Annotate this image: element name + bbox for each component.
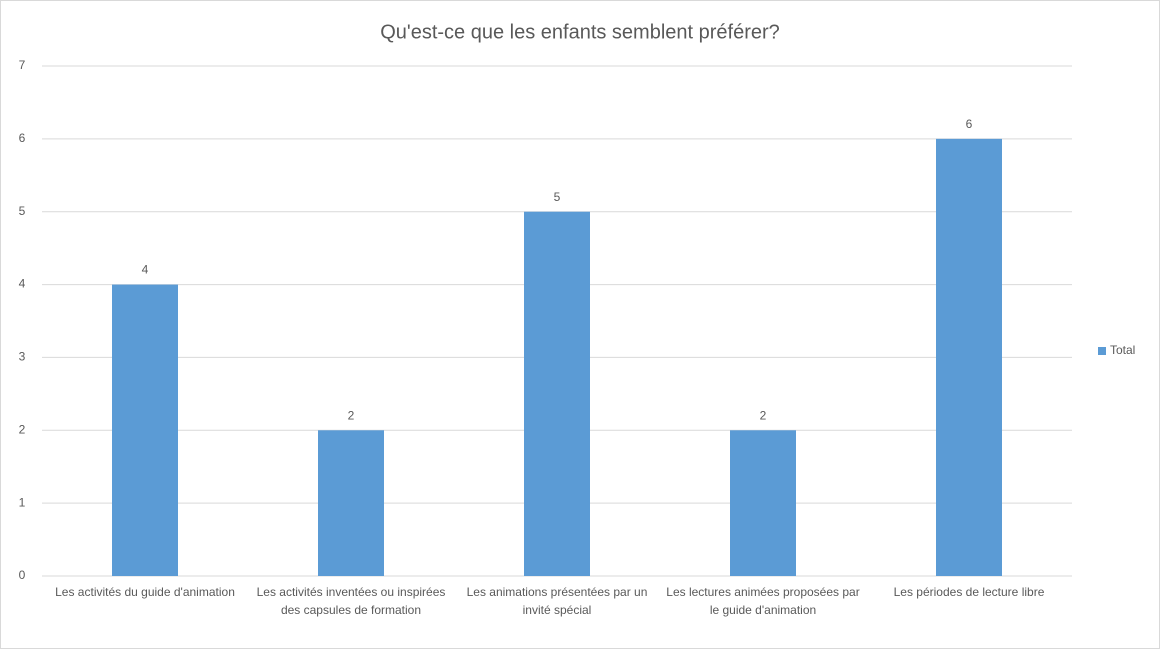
chart-title: Qu'est-ce que les enfants semblent préfé… — [380, 21, 780, 43]
bar — [318, 430, 384, 576]
y-tick-label: 6 — [19, 131, 26, 145]
x-tick-label: Les animations présentées par un invité … — [466, 585, 648, 617]
x-tick-label: Les lectures animées proposées par le gu… — [666, 585, 860, 617]
bar — [730, 430, 796, 576]
data-label: 6 — [966, 117, 973, 131]
data-label: 4 — [142, 263, 149, 277]
bar — [936, 138, 1002, 576]
y-tick-label: 7 — [19, 58, 26, 72]
x-tick-label-box: Les activités du guide d'animation — [55, 585, 235, 599]
x-tick-label: Les périodes de lecture libre — [893, 585, 1045, 599]
bar — [112, 284, 178, 576]
data-label: 5 — [554, 190, 561, 204]
data-label: 2 — [348, 408, 355, 422]
x-tick-label-box: Les périodes de lecture libre — [893, 585, 1045, 599]
y-tick-label: 1 — [19, 495, 26, 509]
x-tick-label: Les activités du guide d'animation — [55, 585, 235, 599]
x-tick-label-box: Les activités inventées ou inspirées des… — [256, 585, 446, 617]
x-tick-label-box: Les animations présentées par un invité … — [466, 585, 648, 617]
x-tick-label: Les activités inventées ou inspirées des… — [256, 585, 446, 617]
bar — [524, 211, 590, 576]
y-tick-label: 3 — [19, 350, 26, 364]
legend-label: Total — [1110, 343, 1135, 357]
y-tick-label: 4 — [19, 277, 26, 291]
x-tick-label-box: Les lectures animées proposées par le gu… — [666, 585, 860, 617]
legend-swatch — [1098, 347, 1106, 355]
y-tick-label: 0 — [19, 568, 26, 582]
y-tick-label: 2 — [19, 422, 26, 436]
y-tick-label: 5 — [19, 204, 26, 218]
data-label: 2 — [760, 408, 767, 422]
